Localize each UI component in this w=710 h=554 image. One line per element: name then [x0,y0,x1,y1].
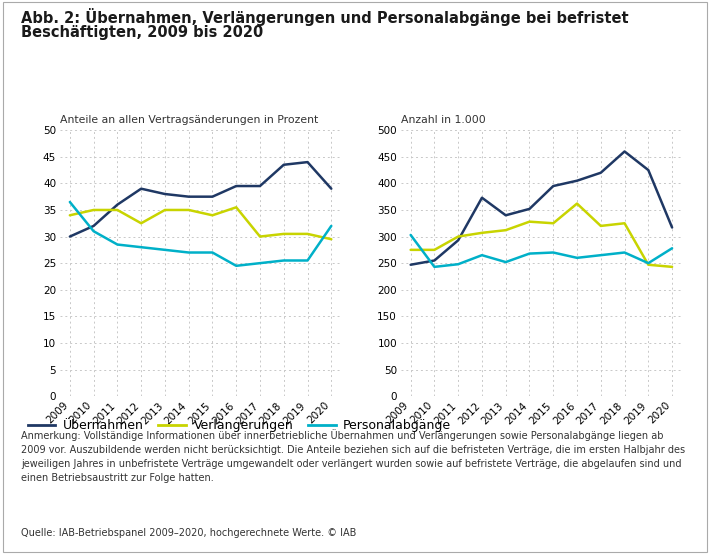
Text: Anmerkung: Vollständige Informationen über innerbetriebliche Übernahmen und Verl: Anmerkung: Vollständige Informationen üb… [21,429,685,483]
Legend: Übernahmen, Verlängerungen, Personalabgänge: Übernahmen, Verlängerungen, Personalabgä… [28,419,452,432]
Text: Beschäftigten, 2009 bis 2020: Beschäftigten, 2009 bis 2020 [21,25,263,40]
Text: Anzahl in 1.000: Anzahl in 1.000 [401,115,486,125]
Text: Anteile an allen Vertragsänderungen in Prozent: Anteile an allen Vertragsänderungen in P… [60,115,319,125]
Text: Quelle: IAB-Betriebspanel 2009–2020, hochgerechnete Werte. © IAB: Quelle: IAB-Betriebspanel 2009–2020, hoc… [21,529,356,538]
Text: Abb. 2: Übernahmen, Verlängerungen und Personalabgänge bei befristet: Abb. 2: Übernahmen, Verlängerungen und P… [21,8,629,26]
